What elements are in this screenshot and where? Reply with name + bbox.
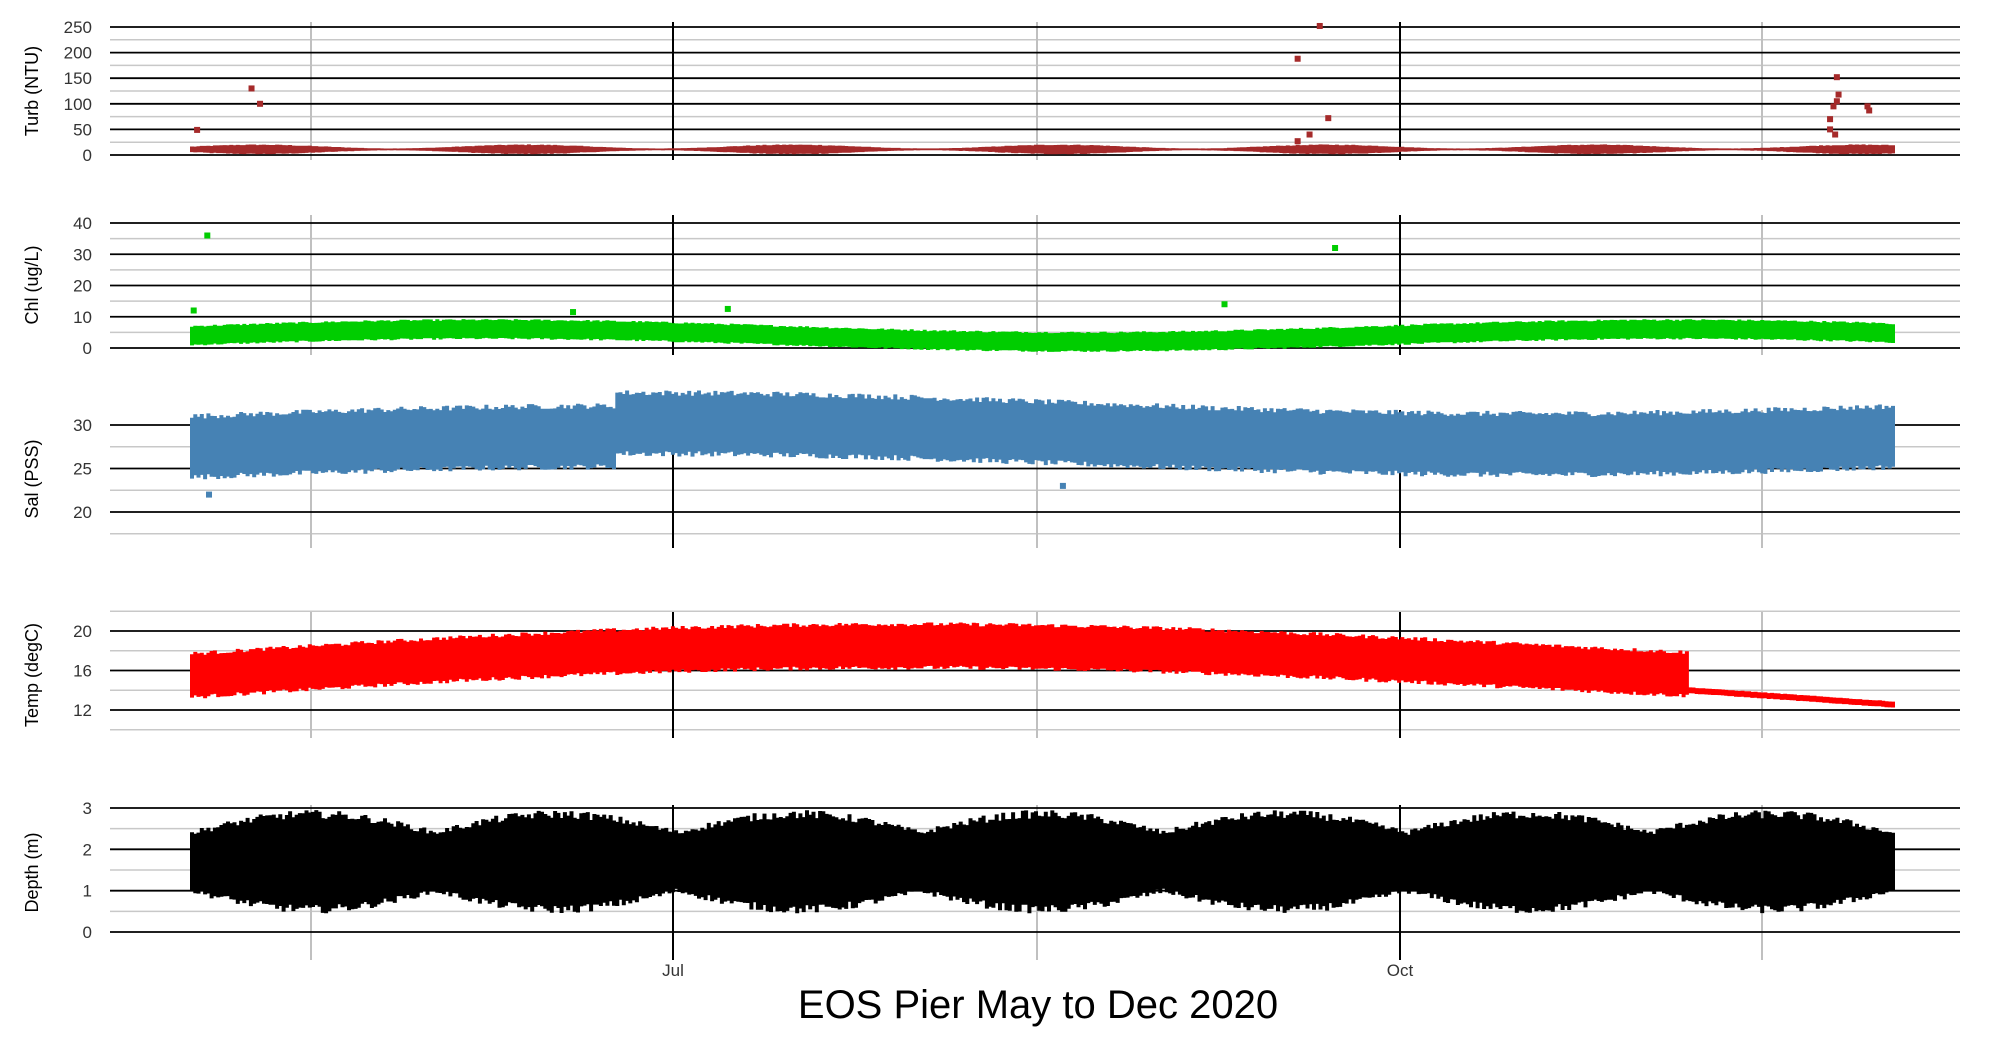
series-band — [190, 810, 1895, 914]
series-band — [190, 622, 1895, 708]
y-tick-label: 12 — [73, 701, 92, 720]
y-tick-label: 30 — [73, 416, 92, 435]
y-axis-label: Sal (PSS) — [22, 439, 42, 518]
y-axis-label: Chl (ug/L) — [22, 245, 42, 324]
data-point — [1830, 103, 1837, 110]
panel-3: 20 25 30 Sal (PSS) — [22, 390, 1960, 548]
y-tick-label: 10 — [73, 308, 92, 327]
y-tick-label: 100 — [64, 95, 92, 114]
data-point — [1294, 55, 1301, 62]
data-point — [1835, 91, 1842, 98]
data-point — [1221, 301, 1228, 308]
data-point — [570, 309, 577, 316]
y-tick-label: 3 — [83, 799, 92, 818]
chart-title: EOS Pier May to Dec 2020 — [798, 983, 1278, 1027]
y-axis-label: Temp (degC) — [22, 623, 42, 727]
data-point — [194, 126, 201, 133]
data-point — [1059, 482, 1066, 489]
data-point — [724, 305, 731, 312]
y-axis-label: Depth (m) — [22, 832, 42, 912]
y-tick-label: 0 — [83, 339, 92, 358]
data-point — [206, 491, 213, 498]
data-point — [1332, 245, 1339, 251]
y-tick-label: 40 — [73, 214, 92, 233]
data-point — [1294, 138, 1301, 145]
series-band — [190, 144, 1895, 155]
y-tick-label: 50 — [73, 120, 92, 139]
panel-4: 12 16 20 Temp (degC) — [22, 610, 1960, 738]
series-band — [190, 390, 1895, 480]
data-point — [1832, 131, 1839, 138]
data-point — [248, 85, 255, 92]
y-tick-label: 20 — [73, 622, 92, 641]
data-point — [204, 232, 211, 239]
y-tick-label: 0 — [83, 146, 92, 165]
data-point — [1866, 107, 1873, 114]
y-tick-label: 200 — [64, 44, 92, 63]
y-tick-label: 30 — [73, 245, 92, 264]
data-point — [1306, 131, 1313, 138]
y-tick-label: 25 — [73, 460, 92, 479]
data-point — [1827, 126, 1834, 133]
y-tick-label: 2 — [83, 840, 92, 859]
y-tick-label: 16 — [73, 662, 92, 681]
data-point — [190, 307, 197, 314]
y-tick-label: 150 — [64, 69, 92, 88]
data-point — [1833, 98, 1840, 105]
panel-5: 0 1 2 3 Depth (m) — [22, 799, 1960, 942]
panel-2: 0 10 20 30 40 Chl (ug/L) — [22, 214, 1960, 358]
data-point — [1864, 103, 1871, 110]
x-tick-label: Oct — [1387, 961, 1414, 980]
data-point — [1325, 115, 1332, 122]
x-tick-label: Jul — [662, 961, 684, 980]
y-tick-label: 250 — [64, 18, 92, 37]
y-tick-label: 20 — [73, 503, 92, 522]
panel-1: 0 50 100 150 200 250 Turb (NTU) — [22, 18, 1960, 165]
data-point — [1316, 22, 1323, 29]
y-axis-label: Turb (NTU) — [22, 46, 42, 136]
x-axis: Jul Oct — [310, 940, 1763, 980]
y-tick-label: 0 — [83, 923, 92, 942]
series-band — [190, 319, 1895, 352]
data-point — [1827, 116, 1834, 123]
data-point — [257, 100, 264, 107]
y-tick-label: 1 — [83, 882, 92, 901]
data-point — [1833, 74, 1840, 81]
y-tick-label: 20 — [73, 277, 92, 296]
